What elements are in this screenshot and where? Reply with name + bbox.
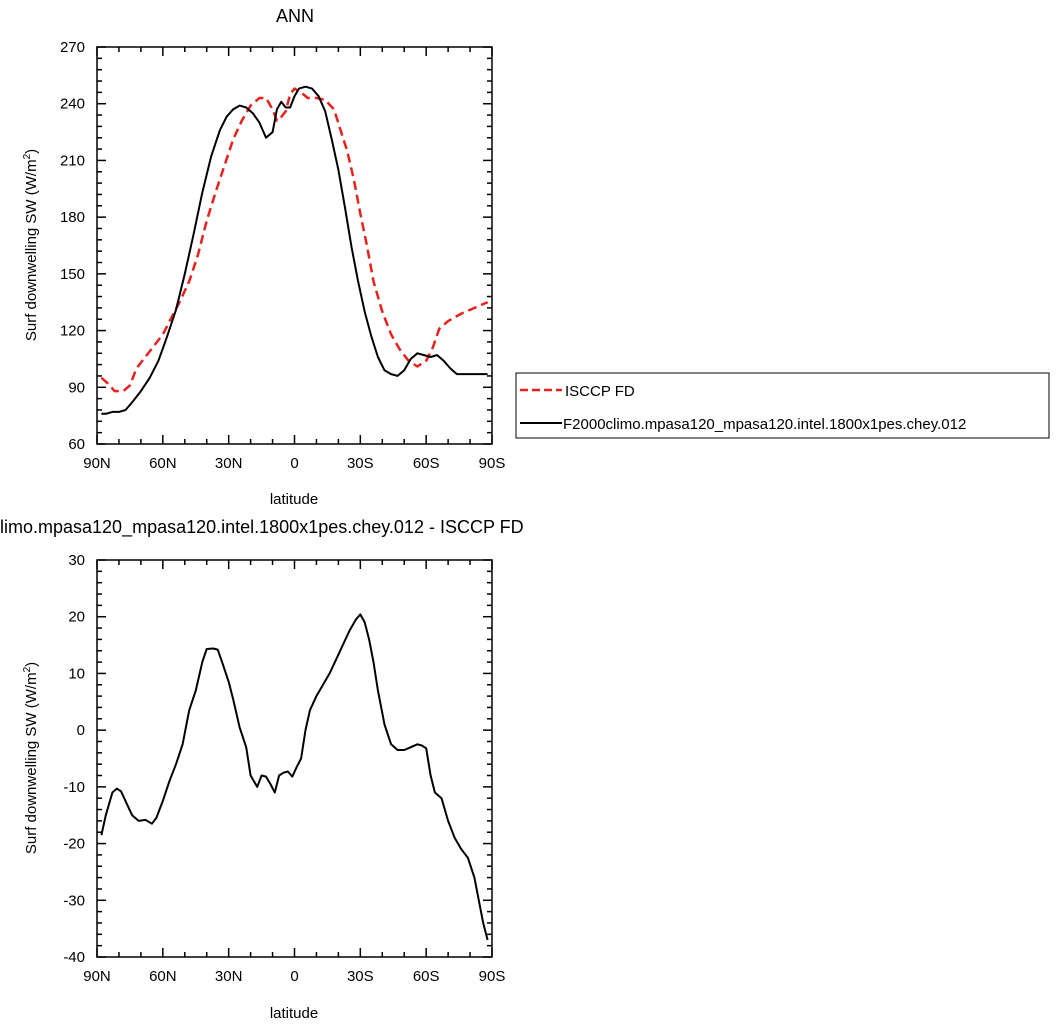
bottom-y-tick-label: -10 bbox=[63, 779, 85, 796]
top-x-axis-label: latitude bbox=[270, 491, 318, 508]
bottom-y-tick-label: -30 bbox=[63, 892, 85, 909]
bottom-y-tick-label: 10 bbox=[68, 665, 85, 682]
bottom-x-tick-label: 0 bbox=[290, 968, 298, 985]
top-axis-ticks: 90N 60N 30N 0 30S 60S 90S 60 90 120 150 180 210 240 27… bbox=[60, 39, 505, 472]
bottom-series-lines bbox=[100, 613, 489, 941]
bottom-y-tick-label: 0 bbox=[77, 722, 85, 739]
bottom-chart-title: limo.mpasa120_mpasa120.intel.1800x1pes.c… bbox=[0, 517, 524, 538]
top-y-tick-label: 60 bbox=[68, 436, 85, 453]
top-y-axis-label: Surf downwelling SW (W/m2) bbox=[22, 149, 40, 341]
bottom-y-axis-label-main: Surf downwelling SW (W/m bbox=[23, 672, 40, 854]
legend-label-isccp: ISCCP FD bbox=[565, 383, 635, 400]
bottom-series-line-0 bbox=[100, 613, 489, 941]
bottom-y-tick-label: -40 bbox=[63, 949, 85, 966]
top-x-tick-label: 0 bbox=[290, 455, 298, 472]
bottom-panel: limo.mpasa120_mpasa120.intel.1800x1pes.c… bbox=[0, 517, 524, 1022]
top-plot-frame bbox=[96, 46, 493, 445]
top-y-tick-label: 150 bbox=[60, 266, 85, 283]
bottom-x-tick-label: 90S bbox=[479, 968, 506, 985]
top-series-lines bbox=[100, 85, 489, 415]
bottom-y-axis-label: Surf downwelling SW (W/m2) bbox=[22, 662, 40, 854]
top-x-tick-label: 90S bbox=[479, 455, 506, 472]
bottom-x-tick-label: 60N bbox=[149, 968, 177, 985]
top-x-tick-label: 60N bbox=[149, 455, 177, 472]
top-x-tick-label: 30S bbox=[347, 455, 374, 472]
bottom-x-tick-label: 30N bbox=[215, 968, 243, 985]
top-y-tick-label: 90 bbox=[68, 379, 85, 396]
legend-label-model: F2000climo.mpasa120_mpasa120.intel.1800x… bbox=[563, 416, 966, 433]
bottom-y-axis-label-close: ) bbox=[23, 662, 40, 667]
bottom-axis-ticks: 90N 60N 30N 0 30S 60S 90S -40 -30 -20 -10 0 10 20 30 bbox=[63, 552, 505, 985]
top-panel: ANN 90N 60N 30N 0 30S 60S 90S 60 90 120 150 180 210 2… bbox=[22, 6, 1050, 508]
top-y-axis-label-sup: 2 bbox=[22, 153, 33, 159]
top-y-tick-label: 180 bbox=[60, 209, 85, 226]
bottom-y-tick-label: 30 bbox=[68, 552, 85, 569]
top-y-tick-label: 120 bbox=[60, 323, 85, 340]
top-chart-title: ANN bbox=[276, 6, 314, 26]
top-x-tick-label: 60S bbox=[413, 455, 440, 472]
legend: ISCCP FD F2000climo.mpasa120_mpasa120.in… bbox=[515, 372, 1050, 439]
bottom-y-tick-label: -20 bbox=[63, 836, 85, 853]
bottom-y-axis-label-sup: 2 bbox=[22, 666, 33, 672]
bottom-x-tick-label: 90N bbox=[83, 968, 111, 985]
bottom-x-axis-label: latitude bbox=[270, 1005, 318, 1022]
top-y-tick-label: 270 bbox=[60, 39, 85, 56]
top-x-tick-label: 90N bbox=[83, 455, 111, 472]
top-series-line-1 bbox=[101, 85, 488, 415]
bottom-x-tick-label: 60S bbox=[413, 968, 440, 985]
bottom-x-tick-label: 30S bbox=[347, 968, 374, 985]
top-x-tick-label: 30N bbox=[215, 455, 243, 472]
top-y-tick-label: 210 bbox=[60, 152, 85, 169]
top-y-tick-label: 240 bbox=[60, 96, 85, 113]
top-y-axis-label-close: ) bbox=[23, 149, 40, 154]
bottom-plot-frame bbox=[96, 559, 493, 958]
top-y-axis-label-main: Surf downwelling SW (W/m bbox=[23, 159, 40, 341]
legend-box bbox=[515, 372, 1050, 439]
bottom-y-tick-label: 20 bbox=[68, 609, 85, 626]
top-series-line-0 bbox=[100, 87, 489, 393]
